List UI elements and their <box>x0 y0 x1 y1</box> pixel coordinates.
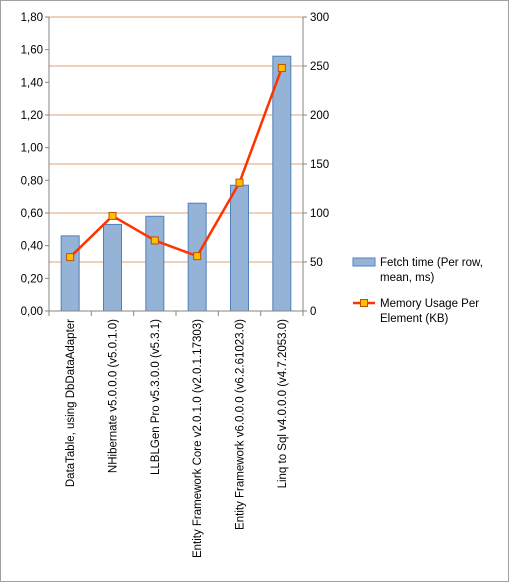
left-tick-label: 0,60 <box>21 208 43 220</box>
line-series <box>66 63 286 262</box>
left-tick-label: 0,40 <box>21 241 43 253</box>
right-tick-label: 200 <box>310 110 329 122</box>
bar <box>103 223 122 312</box>
left-tick-label: 1,20 <box>21 110 43 122</box>
memory-line <box>69 67 284 258</box>
right-tick-label: 100 <box>310 208 329 220</box>
bar-series <box>60 55 292 312</box>
left-tick-label: 1,60 <box>21 45 43 57</box>
legend-label: Memory Usage Per <box>380 298 479 310</box>
category-label: Entity Framework v6.0.0.0 (v6.2.61023.0) <box>235 319 247 530</box>
legend-bar-swatch <box>352 257 376 267</box>
gridlines <box>49 16 303 263</box>
axes <box>48 17 304 316</box>
legend-line-marker <box>360 299 368 307</box>
right-axis-ticks: 0 50 100 150 200 250 300 <box>303 12 329 318</box>
legend-label: mean, ms) <box>380 272 434 284</box>
left-tick-label: 0,80 <box>21 175 43 187</box>
legend-label: Fetch time (Per row, <box>380 257 483 269</box>
right-tick-label: 300 <box>310 12 329 24</box>
line-marker <box>150 236 159 245</box>
category-label: NHibernate v5.0.0.0 (v5.0.1.0) <box>108 319 120 473</box>
bar <box>230 184 249 312</box>
left-tick-label: 1,80 <box>21 12 43 24</box>
right-tick-label: 150 <box>310 159 329 171</box>
right-tick-label: 0 <box>310 306 316 318</box>
line-marker <box>193 252 202 261</box>
left-axis-ticks: 0,00 0,20 0,40 0,60 0,80 1,00 1,20 1,40 1,60 1,80 <box>21 12 49 318</box>
category-label: Linq to Sql v4.0.0.0 (v4.7.2053.0) <box>277 319 289 489</box>
left-tick-label: 0,00 <box>21 306 43 318</box>
legend-label: Element (KB) <box>380 313 449 325</box>
category-labels: DataTable, using DbDataAdapter NHibernate… <box>65 319 289 558</box>
legend: Fetch time (Per row, mean, ms) Memory Usag… <box>352 257 483 325</box>
line-marker <box>66 253 75 262</box>
category-label: DataTable, using DbDataAdapter <box>65 319 77 487</box>
right-tick-label: 250 <box>310 61 329 73</box>
category-label: LLBLGen Pro v5.3.0.0 (v5.3.1) <box>150 319 162 475</box>
right-tick-label: 50 <box>310 257 323 269</box>
left-tick-label: 1,00 <box>21 143 43 155</box>
line-marker <box>277 63 286 72</box>
left-tick-label: 0,20 <box>21 273 43 285</box>
bar <box>272 55 292 312</box>
bar <box>145 215 165 312</box>
line-marker <box>108 211 117 220</box>
bar <box>60 235 80 312</box>
category-label: Entity Framework Core v2.0.1.0 (v2.0.1.1… <box>192 319 204 558</box>
line-marker <box>235 178 244 187</box>
left-tick-label: 1,40 <box>21 77 43 89</box>
